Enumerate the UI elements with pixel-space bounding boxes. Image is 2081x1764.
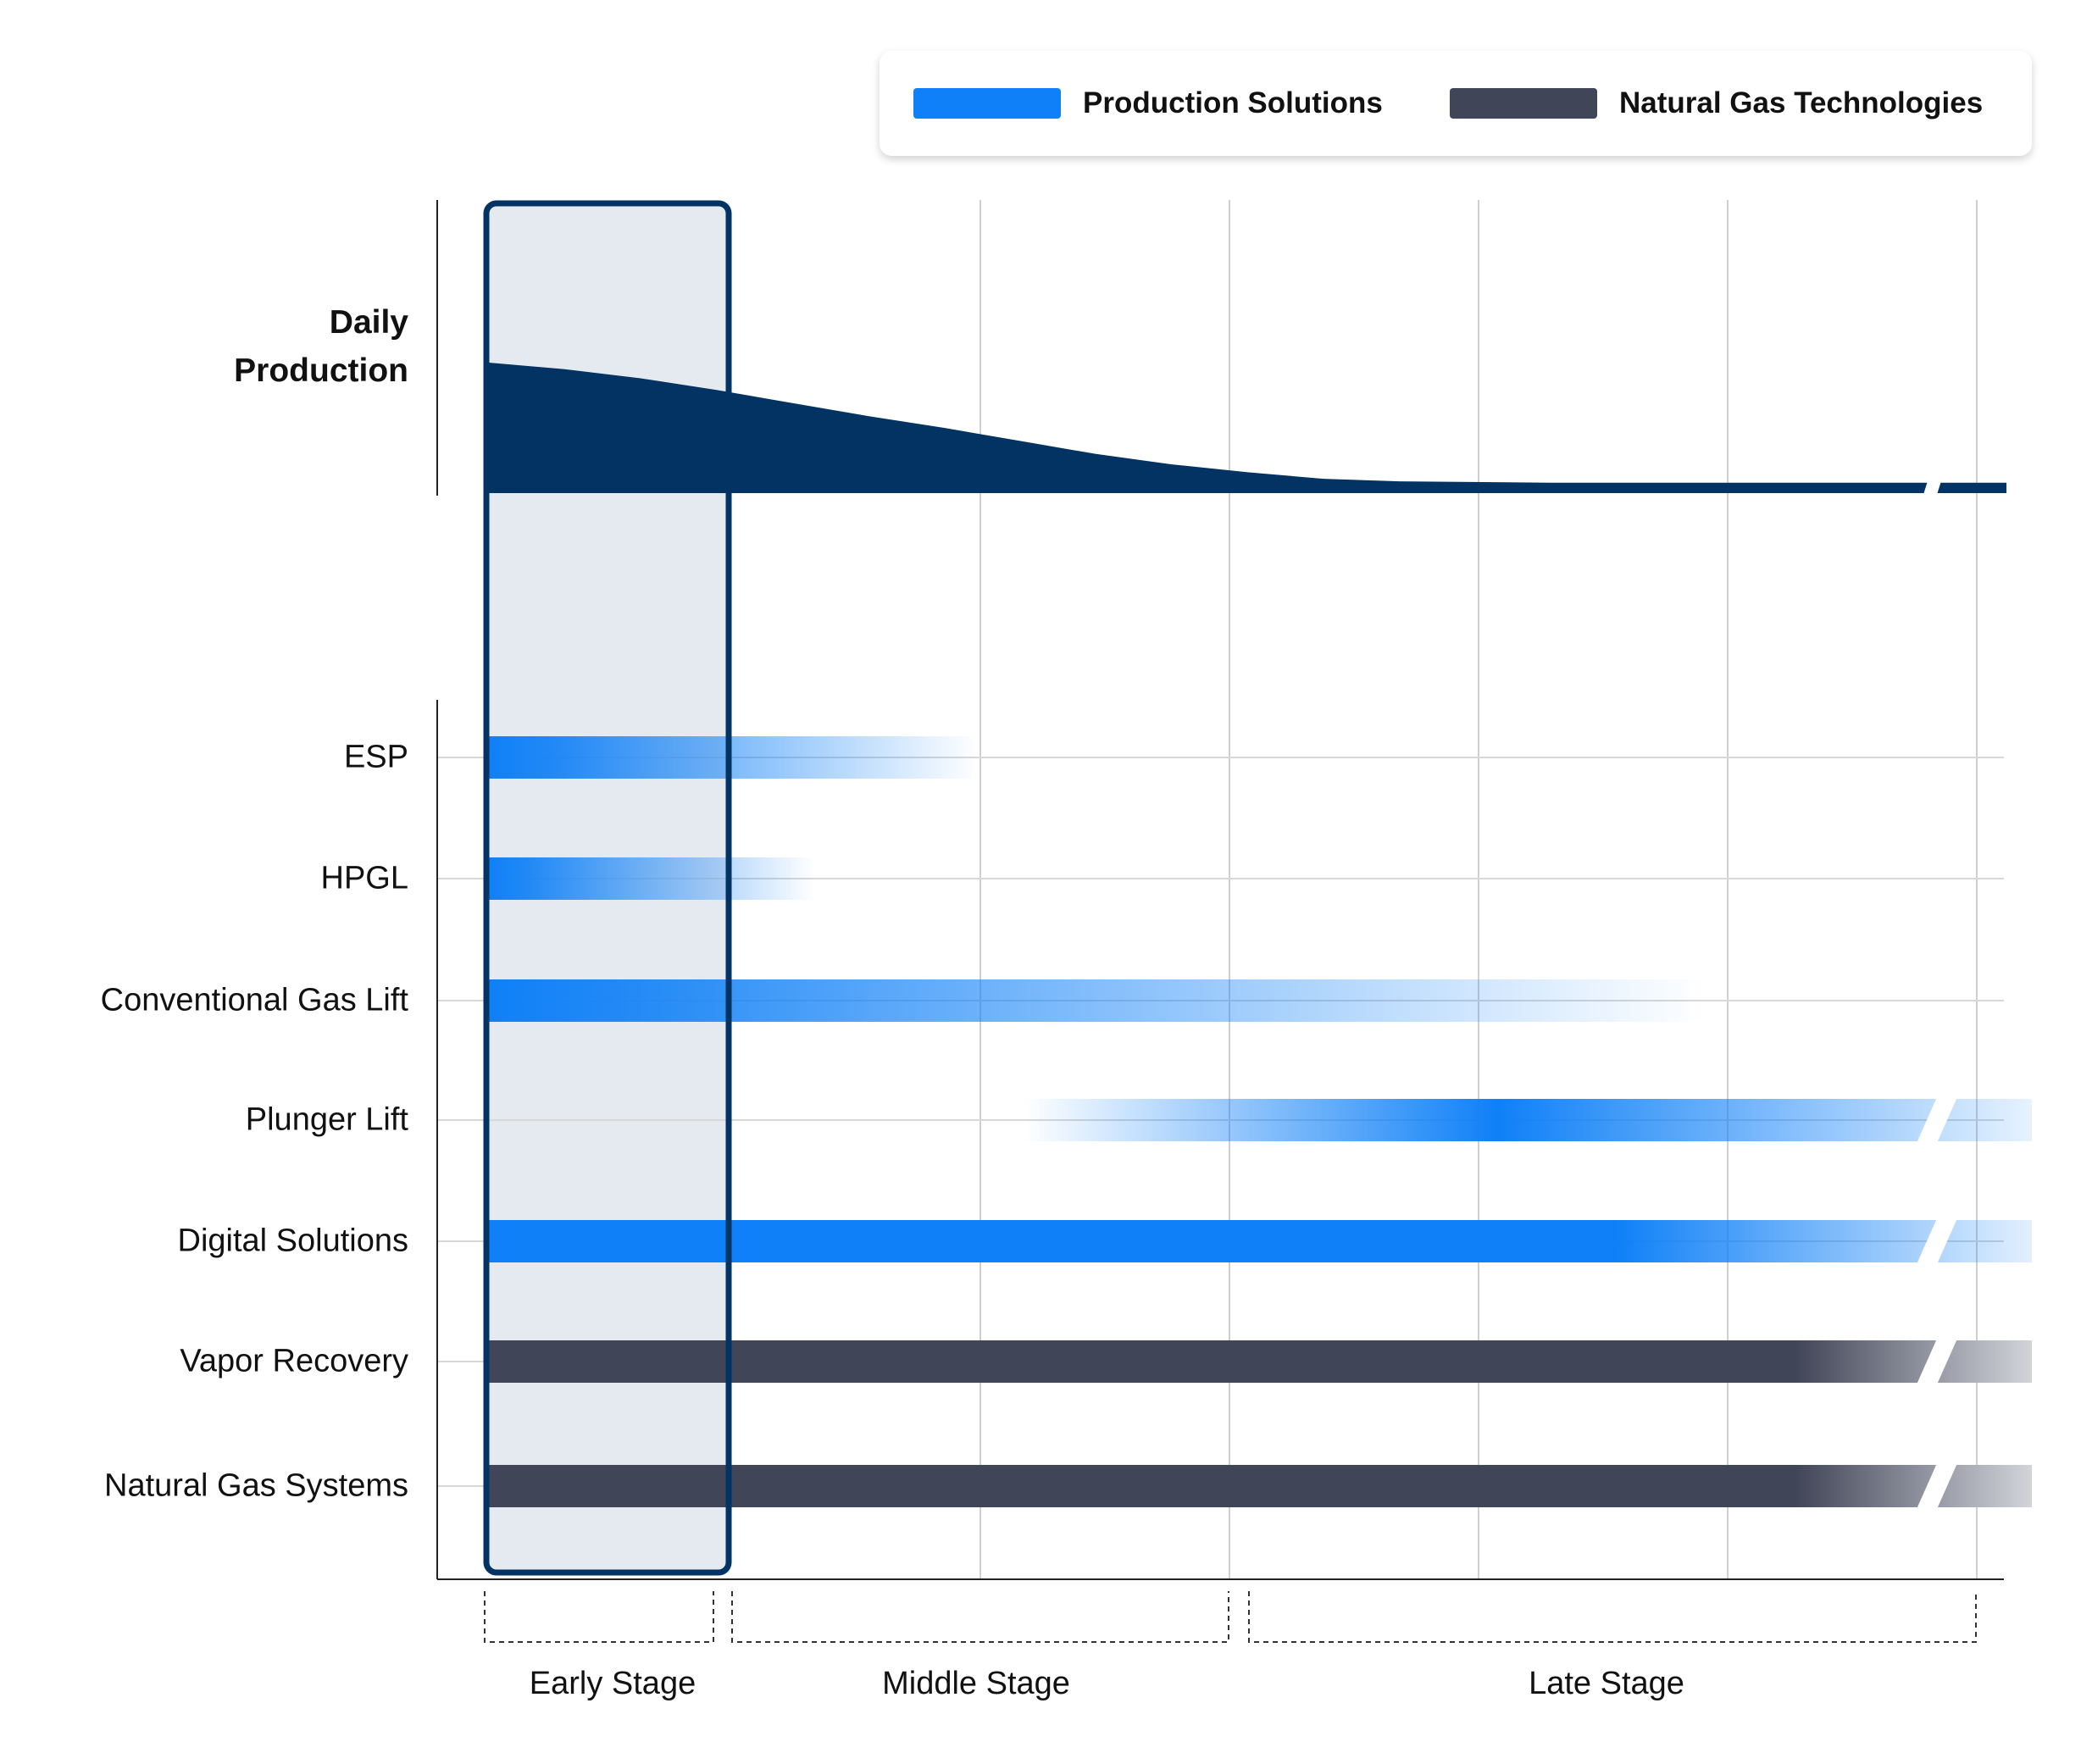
legend-item-production-solutions: Production Solutions [913, 51, 1383, 156]
bar-vapor-recovery [489, 1340, 2032, 1383]
row-label-hpgl: HPGL [320, 860, 408, 896]
row-label-esp: ESP [343, 739, 408, 775]
bar-hpgl [489, 857, 816, 900]
stage-bracket-middle [731, 1591, 1229, 1643]
early-stage-highlight-outline [483, 200, 732, 1576]
stage-label-late: Late Stage [1529, 1666, 1684, 1701]
legend: Production Solutions Natural Gas Technol… [880, 51, 2032, 156]
production-axis-title: Daily Production [234, 304, 408, 389]
bar-digital-solutions [489, 1220, 2032, 1262]
stage-bracket-early [484, 1591, 714, 1643]
legend-item-natural-gas-technologies: Natural Gas Technologies [1450, 51, 1983, 156]
production-area [489, 363, 2006, 493]
bar-axis-break [1917, 1218, 1957, 1264]
row-label-digital-solutions: Digital Solutions [177, 1223, 408, 1259]
legend-swatch-natural-gas-technologies [1450, 88, 1597, 119]
legend-label-natural-gas-technologies: Natural Gas Technologies [1619, 86, 1984, 119]
stage-label-middle: Middle Stage [882, 1666, 1070, 1701]
legend-swatch-production-solutions [913, 88, 1061, 119]
row-label-natural-gas-systems: Natural Gas Systems [104, 1467, 408, 1504]
row-label-plunger-lift: Plunger Lift [245, 1101, 408, 1138]
bar-natural-gas-systems [489, 1465, 2032, 1507]
bar-esp [489, 736, 979, 779]
stage-label-early: Early Stage [529, 1666, 696, 1701]
production-axis-break [1922, 468, 1945, 500]
bar-plunger-lift [1023, 1099, 2032, 1141]
bar-axis-break [1917, 1339, 1957, 1384]
bar-conventional-gas-lift [489, 979, 1706, 1022]
legend-label-production-solutions: Production Solutions [1083, 86, 1383, 119]
bar-axis-break [1917, 1097, 1957, 1143]
row-label-vapor-recovery: Vapor Recovery [180, 1343, 408, 1379]
row-label-conventional-gas-lift: Conventional Gas Lift [100, 982, 408, 1018]
stage-bracket-late [1248, 1591, 1977, 1643]
bar-axis-break [1917, 1463, 1957, 1509]
